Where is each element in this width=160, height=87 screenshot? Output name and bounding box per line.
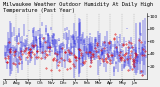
Text: Milwaukee Weather Outdoor Humidity At Daily High Temperature (Past Year): Milwaukee Weather Outdoor Humidity At Da… xyxy=(4,2,153,13)
